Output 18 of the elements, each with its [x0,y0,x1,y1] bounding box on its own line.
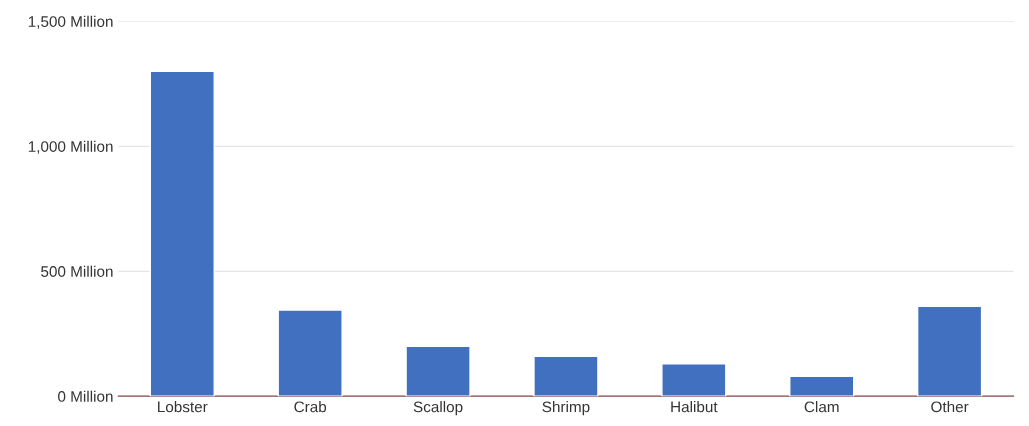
x-tick-label: Clam [804,401,839,413]
bar [277,309,343,397]
bar [789,375,855,397]
y-tick-label: 500 Million [41,265,113,277]
x-tick-label: Other [931,401,969,413]
x-tick-label: Crab [294,401,327,413]
y-tick-label: 1,500 Million [28,15,113,29]
x-tick-label: Shrimp [542,401,590,416]
y-tick-label: 0 Million [58,390,113,402]
bar [149,70,215,397]
x-tick-label: Lobster [158,401,208,413]
x-tick-label: Scallop [413,401,463,416]
bar [916,305,983,397]
bar [405,345,471,397]
y-tick-label: 1,000 Million [28,140,113,154]
bar [661,362,727,397]
x-tick-label: Halibut [671,401,718,413]
bar [533,355,599,397]
